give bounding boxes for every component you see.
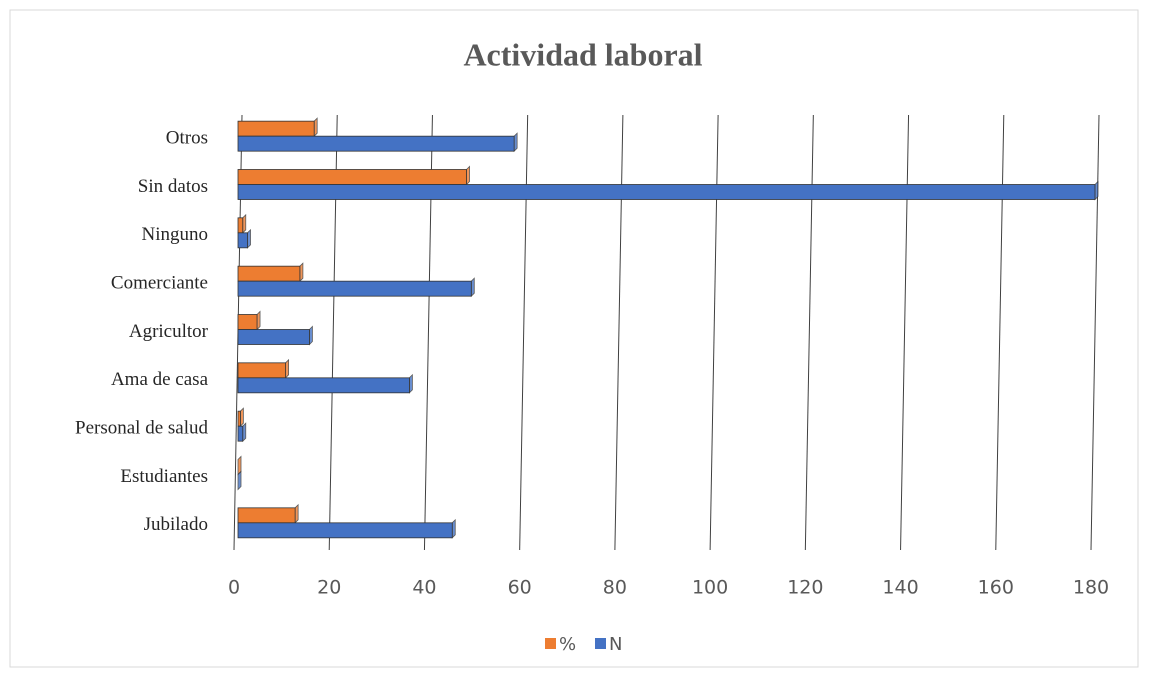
bar-face — [237, 507, 296, 524]
bar — [237, 228, 251, 249]
bar-face — [237, 232, 248, 249]
bar-face — [237, 329, 310, 345]
bar-face — [239, 407, 244, 428]
bar-face — [237, 184, 1096, 200]
bar-face — [237, 135, 515, 152]
bar-face — [237, 522, 453, 539]
x-tick-label: 40 — [412, 577, 436, 599]
bar — [237, 518, 456, 539]
y-tick-label: Otros — [166, 128, 208, 149]
chart-title: Actividad laboral — [463, 36, 702, 72]
bar-face — [294, 503, 299, 524]
x-tick-label: 80 — [603, 577, 627, 599]
bar — [237, 213, 247, 234]
bar-face — [242, 422, 247, 443]
x-tick-label: 160 — [978, 577, 1014, 599]
bar-face — [237, 217, 244, 234]
bar-face — [237, 425, 244, 442]
y-tick-label: Comerciante — [111, 273, 208, 294]
bar — [237, 277, 475, 298]
x-tick-label: 20 — [317, 577, 341, 599]
bar-face — [237, 169, 467, 185]
bar-face — [408, 373, 413, 394]
y-tick-label: Estudiantes — [120, 466, 208, 487]
x-tick-label: 0 — [228, 577, 240, 599]
bar — [237, 262, 304, 283]
legend-swatch — [545, 638, 556, 649]
x-tick-label: 100 — [692, 577, 728, 599]
bar-face — [299, 262, 304, 283]
x-tick-label: 60 — [508, 577, 532, 599]
y-tick-label: Ninguno — [142, 224, 209, 245]
bar — [237, 165, 470, 186]
bar-face — [451, 518, 456, 539]
bar — [237, 325, 313, 346]
bar-face — [1094, 180, 1099, 201]
bar-face — [237, 410, 241, 427]
bar — [237, 407, 244, 428]
bar — [237, 117, 318, 138]
y-tick-label: Personal de salud — [75, 418, 208, 439]
x-tick-label: 180 — [1073, 577, 1109, 599]
bar-face — [247, 228, 251, 249]
bar-face — [513, 132, 518, 153]
bar-face — [237, 265, 301, 282]
bar-face — [285, 358, 290, 379]
bar — [237, 422, 247, 443]
bar — [237, 358, 290, 379]
bar-face — [309, 325, 313, 346]
y-tick-label: Jubilado — [144, 514, 208, 535]
y-tick-label: Ama de casa — [111, 369, 209, 390]
y-tick-label: Sin datos — [138, 176, 208, 197]
bar — [237, 132, 518, 153]
bar-face — [237, 362, 287, 379]
bar-face — [237, 377, 410, 394]
y-tick-label: Agricultor — [129, 321, 209, 342]
chart-border — [9, 9, 1139, 668]
x-tick-label: 120 — [787, 577, 823, 599]
bar-face — [237, 314, 258, 330]
bar — [237, 180, 1099, 201]
bar-face — [256, 310, 261, 331]
legend-label: N — [609, 634, 622, 655]
bar — [237, 503, 299, 524]
bar-face — [313, 117, 318, 138]
bar — [237, 470, 242, 491]
legend-label: % — [559, 634, 576, 655]
bar-face — [242, 213, 247, 234]
legend-swatch — [595, 638, 606, 649]
bar-face — [466, 165, 470, 186]
x-tick-label: 140 — [882, 577, 918, 599]
bar-face — [237, 470, 242, 491]
bar — [237, 373, 413, 394]
bar — [237, 310, 261, 331]
bar-face — [470, 277, 475, 298]
bar-face — [237, 280, 472, 297]
bar-face — [237, 120, 315, 137]
